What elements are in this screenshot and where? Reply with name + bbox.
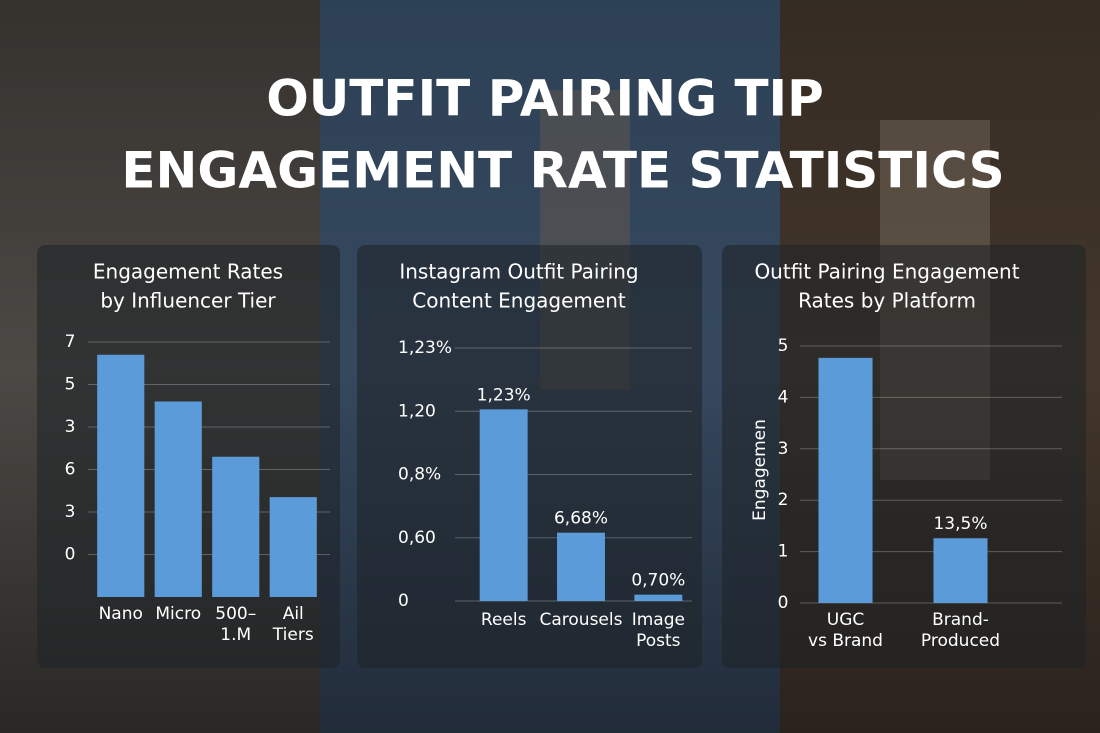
- bar: [269, 497, 317, 597]
- bar: [154, 401, 202, 597]
- y-tick-label: 5: [778, 336, 789, 356]
- x-tick-label: vs Brand: [808, 631, 883, 651]
- y-tick-label: 1: [778, 542, 789, 562]
- subtitle: ENGAGEMENT RATE STATISTICS: [121, 142, 1004, 200]
- x-tick-label: Produced: [921, 631, 1000, 651]
- y-tick-label: 5: [65, 375, 76, 395]
- x-tick-label: Tiers: [272, 625, 314, 645]
- x-tick-label: Reels: [481, 610, 527, 630]
- x-tick-label: Carousels: [540, 610, 623, 630]
- y-tick-label: 1,20: [398, 401, 436, 421]
- chart-title: Rates by Platform: [798, 289, 976, 313]
- x-tick-label: UGC: [827, 610, 865, 630]
- panel: [722, 245, 1086, 668]
- y-tick-label: 1,23%: [398, 338, 452, 358]
- chart-title: by Influencer Tier: [100, 289, 276, 313]
- y-tick-label: 6: [65, 460, 76, 480]
- bar-label: 13,5%: [933, 514, 987, 534]
- x-tick-label: 500–: [215, 604, 256, 624]
- bar-label: 0,70%: [631, 571, 685, 591]
- y-tick-label: 7: [65, 332, 76, 352]
- y-tick-label: 0,8%: [398, 465, 441, 485]
- x-tick-label: Micro: [155, 604, 201, 624]
- chart-title: Engagement Rates: [93, 260, 283, 284]
- x-tick-label: 1.M: [220, 625, 251, 645]
- y-tick-label: 3: [778, 439, 789, 459]
- panel: [357, 245, 702, 668]
- y-tick-label: 0: [778, 593, 789, 613]
- chart-title: Outfit Pairing Engagement: [754, 260, 1019, 284]
- title: OUTFIT PAIRING TIP: [266, 70, 824, 128]
- y-tick-label: 0,60: [398, 528, 436, 548]
- x-tick-label: Image: [632, 610, 685, 630]
- y-tick-label: 3: [65, 417, 76, 437]
- x-tick-label: Brand-: [932, 610, 989, 630]
- x-tick-label: Nano: [99, 604, 143, 624]
- x-tick-label: Ail: [283, 604, 304, 624]
- bar: [634, 594, 683, 601]
- bar: [933, 538, 988, 603]
- bar: [97, 354, 145, 597]
- y-tick-label: 3: [65, 502, 76, 522]
- chart-title: Instagram Outfit Pairing: [399, 260, 638, 284]
- bar: [212, 456, 260, 597]
- y-tick-label: 0: [398, 591, 409, 611]
- bar-label: 6,68%: [554, 509, 608, 529]
- bar: [479, 409, 528, 601]
- y-tick-label: 2: [778, 490, 789, 510]
- chart-title: Content Engagement: [412, 289, 626, 313]
- bar: [818, 357, 873, 603]
- y-tick-label: 4: [778, 387, 789, 407]
- bar-label: 1,23%: [477, 385, 531, 405]
- bar: [557, 532, 605, 601]
- y-tick-label: 0: [65, 545, 76, 565]
- y-axis-label: Engagemen: [750, 419, 770, 521]
- x-tick-label: Posts: [636, 631, 681, 651]
